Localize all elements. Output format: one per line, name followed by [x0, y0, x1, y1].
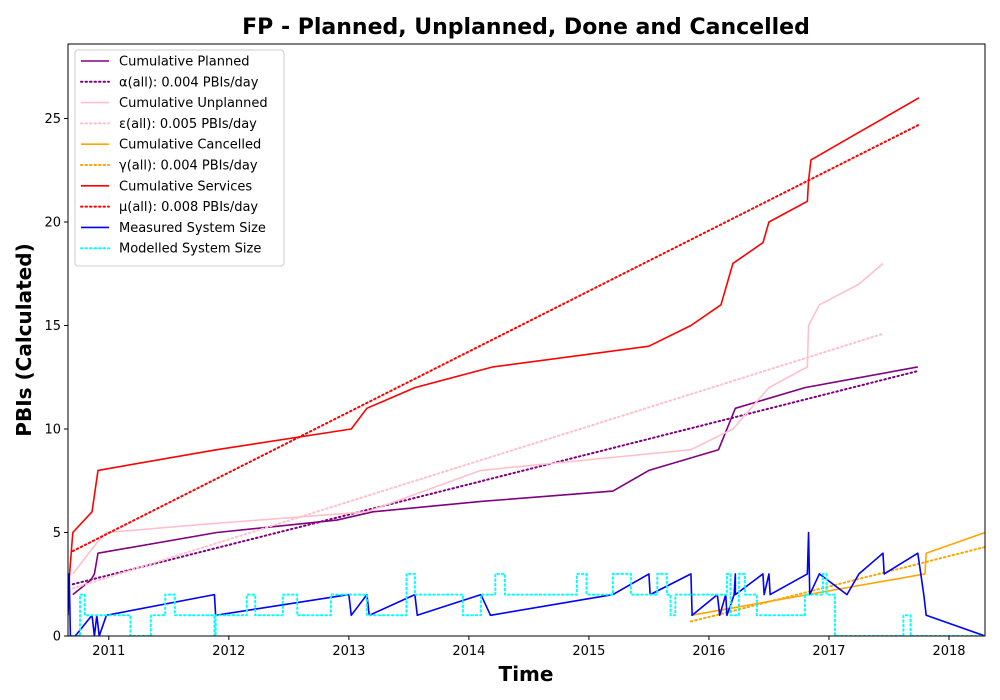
- x-tick-label: 2017: [812, 644, 845, 659]
- y-axis-label: PBIs (Calculated): [12, 243, 36, 436]
- x-tick-label: 2016: [692, 644, 725, 659]
- legend-label: γ(all): 0.004 PBIs/day: [119, 159, 258, 174]
- x-tick-label: 2013: [332, 644, 365, 659]
- series-line-7: [71, 123, 920, 553]
- legend-label: Cumulative Cancelled: [119, 138, 261, 153]
- legend-label: α(all): 0.004 PBIs/day: [119, 75, 259, 90]
- legend-label: ε(all): 0.005 PBIs/day: [119, 117, 257, 132]
- series-line-0: [72, 366, 918, 596]
- x-tick-label: 2018: [932, 644, 965, 659]
- legend-label: Cumulative Services: [119, 179, 252, 194]
- x-tick-label: 2015: [572, 644, 605, 659]
- y-tick-label: 15: [44, 319, 61, 334]
- chart-title: FP - Planned, Unplanned, Done and Cancel…: [242, 15, 810, 40]
- legend-label: Cumulative Unplanned: [119, 96, 268, 111]
- y-tick-label: 5: [53, 526, 61, 541]
- series-line-6: [68, 97, 920, 595]
- y-tick-label: 10: [44, 423, 61, 438]
- plot-frame: [67, 43, 986, 637]
- x-axis-label: Time: [499, 662, 554, 686]
- y-tick-label: 25: [44, 112, 61, 127]
- series-layer: [68, 97, 985, 636]
- series-line-3: [71, 332, 884, 590]
- legend-label: Cumulative Planned: [119, 55, 249, 70]
- legend-label: Modelled System Size: [119, 242, 261, 257]
- y-tick-label: 0: [53, 630, 61, 645]
- legend-box: [74, 49, 285, 267]
- x-axis: 2011 2012 2013 2014 2015 2016 2017 2018: [92, 636, 966, 659]
- x-tick-label: 2014: [452, 644, 485, 659]
- legend: Cumulative Planned α(all): 0.004 PBIs/day…: [74, 49, 285, 267]
- series-line-9: [68, 572, 985, 636]
- y-axis: 0 5 10 15 20 25: [44, 112, 68, 645]
- legend-label: μ(all): 0.008 PBIs/day: [119, 200, 258, 215]
- legend-label: Measured System Size: [119, 221, 266, 236]
- y-tick-label: 20: [44, 216, 61, 231]
- series-line-8: [68, 531, 985, 636]
- series-line-1: [71, 370, 919, 586]
- series-line-2: [72, 262, 884, 575]
- x-tick-label: 2012: [212, 644, 245, 659]
- x-tick-label: 2011: [92, 644, 125, 659]
